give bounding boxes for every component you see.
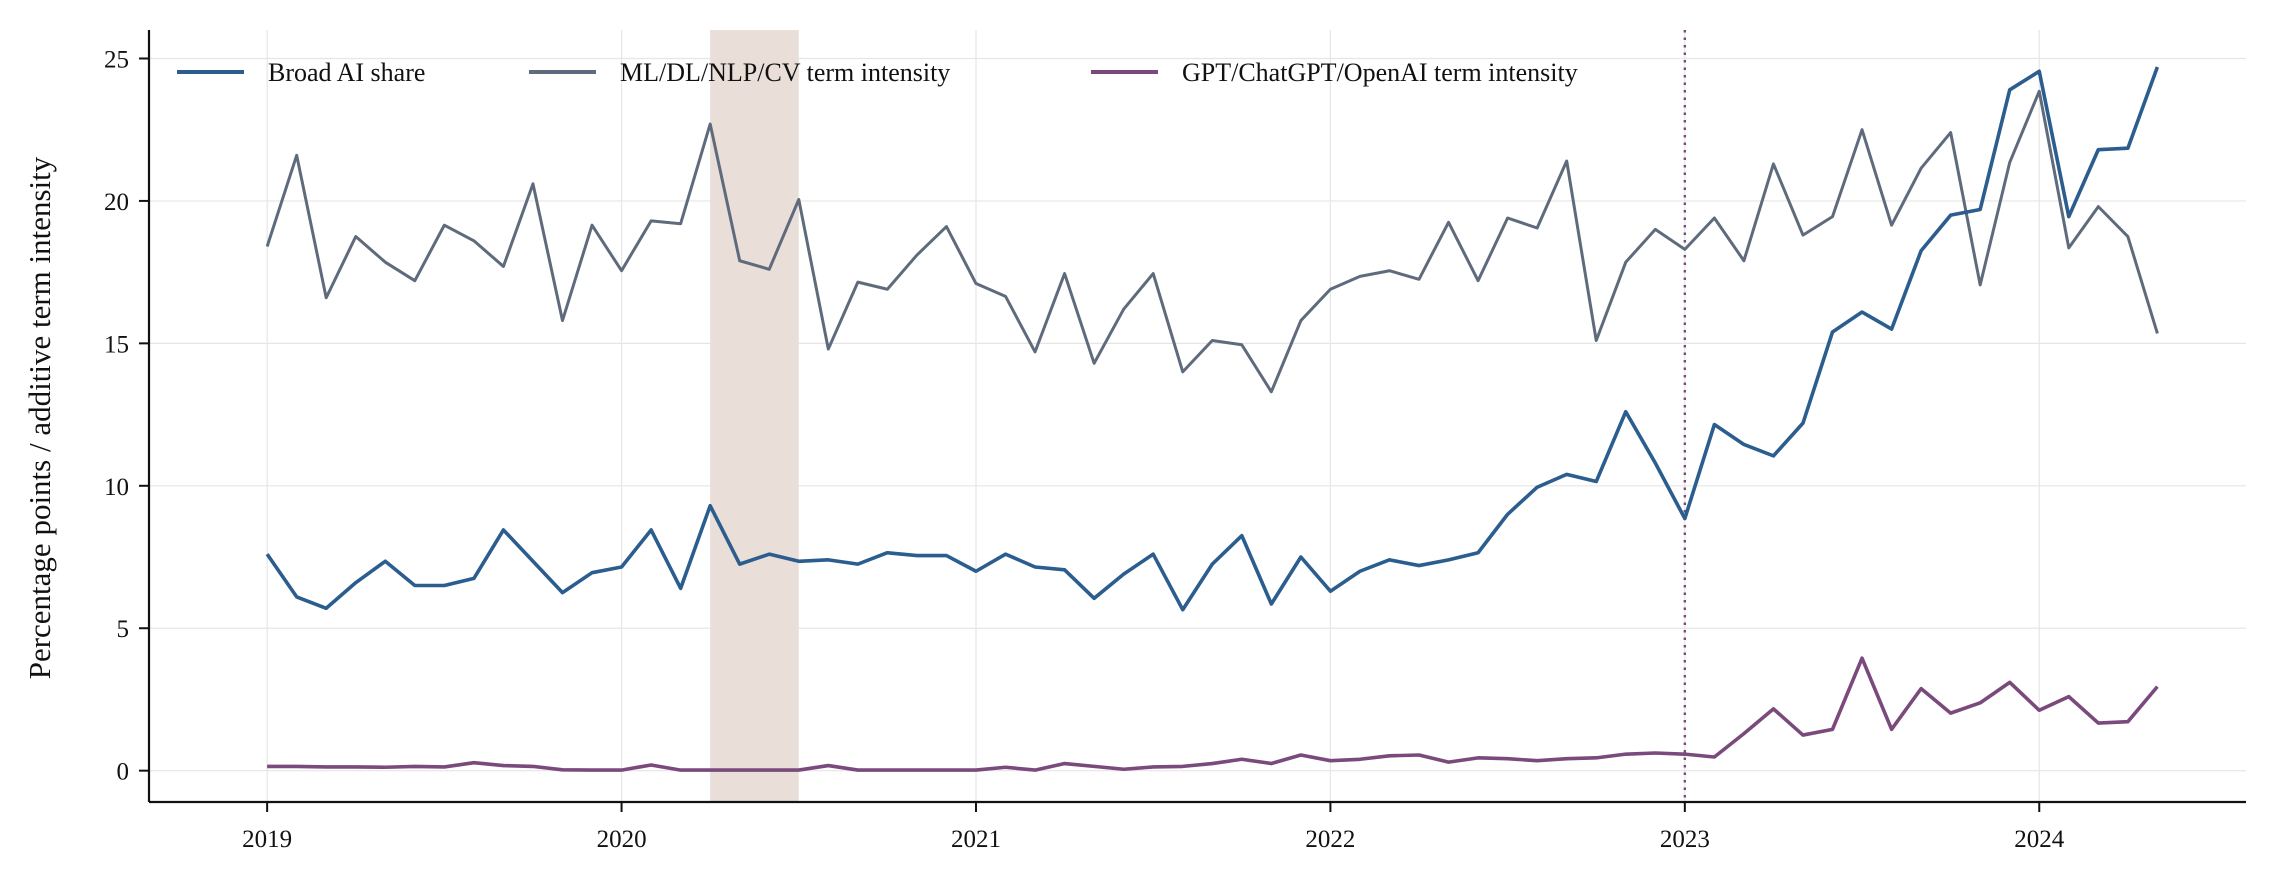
series-line-0 [265,66,2160,612]
x-tick-label: 2023 [1660,826,1710,853]
series-line-1 [265,89,2159,394]
x-tick-label: 2020 [597,826,647,853]
y-tick-label: 25 [104,46,129,73]
y-tick-label: 10 [104,474,129,501]
y-axis-title: Percentage points / additive term intens… [22,156,57,679]
x-tick-label: 2022 [1305,826,1355,853]
y-tick-label: 20 [104,189,129,216]
legend-label-0: Broad AI share [268,58,425,87]
x-tick-label: 2019 [242,826,292,853]
y-tick-label: 0 [117,759,130,786]
y-tick-label: 15 [104,331,129,358]
legend-label-1: ML/DL/NLP/CV term intensity [620,58,950,87]
shaded-region [710,30,799,802]
legend: Broad AI share ML/DL/NLP/CV term intensit… [177,58,1578,87]
shaded-period [710,30,799,802]
legend-label-2: GPT/ChatGPT/OpenAI term intensity [1182,58,1578,87]
ticks: 0 5 10 15 20 25 2019 2020 2021 2022 2023 2024 [104,46,2065,853]
x-tick-label: 2024 [2014,826,2065,853]
axes [147,30,2246,804]
x-tick-label: 2021 [951,826,1001,853]
series-layer [265,66,2160,772]
y-tick-label: 5 [117,616,130,643]
series-line-2 [267,656,2159,772]
gridlines [149,30,2246,802]
